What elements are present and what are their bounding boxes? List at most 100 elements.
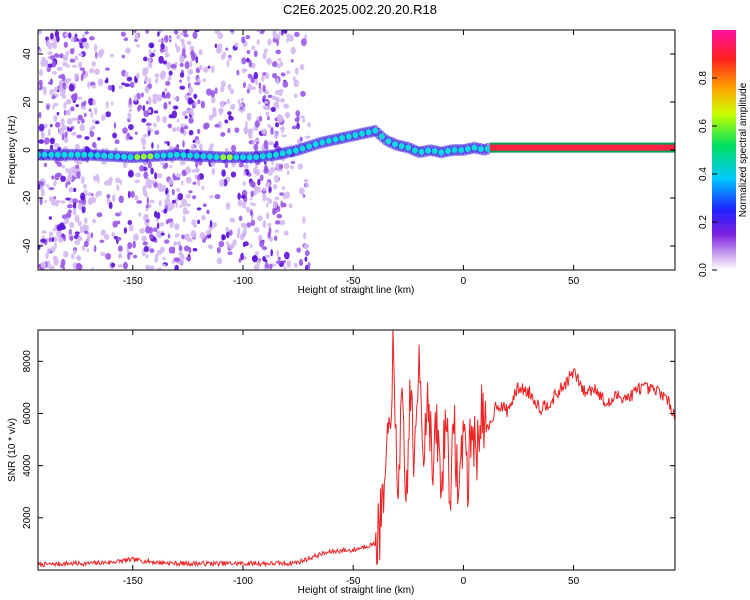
noise-speckle (241, 36, 246, 44)
noise-speckle (54, 173, 60, 181)
noise-speckle (202, 203, 207, 207)
noise-speckle (138, 212, 142, 217)
noise-speckle (147, 109, 152, 114)
noise-speckle (139, 228, 146, 234)
noise-speckle (51, 236, 55, 242)
noise-speckle (56, 224, 63, 232)
noise-speckle (271, 95, 277, 101)
noise-speckle (148, 245, 151, 250)
x-tick-label: 0 (461, 576, 467, 587)
noise-speckle (53, 257, 59, 266)
noise-speckle (68, 84, 75, 92)
noise-speckle (302, 194, 306, 198)
noise-speckle (72, 202, 77, 209)
noise-speckle (81, 205, 86, 214)
noise-speckle (122, 261, 128, 270)
noise-speckle (117, 264, 123, 268)
noise-speckle (78, 61, 83, 69)
noise-speckle (245, 120, 248, 129)
noise-speckle (159, 72, 166, 80)
noise-speckle (169, 165, 173, 169)
noise-speckle (280, 125, 285, 134)
noise-speckle (246, 222, 252, 228)
noise-speckle (240, 109, 245, 113)
noise-speckle (166, 61, 171, 70)
noise-speckle (230, 171, 237, 178)
noise-speckle (144, 192, 149, 198)
noise-speckle (256, 30, 262, 33)
noise-speckle (74, 73, 79, 77)
noise-speckle (240, 233, 245, 241)
noise-speckle (77, 236, 83, 241)
noise-speckle (65, 98, 72, 105)
noise-speckle (194, 167, 200, 173)
y-tick-label: 0 (22, 147, 33, 153)
noise-speckle (67, 168, 72, 177)
track-point (273, 151, 280, 158)
noise-speckle (38, 79, 43, 87)
noise-speckle (39, 69, 43, 77)
noise-speckle (47, 128, 51, 137)
track-point (114, 153, 121, 160)
noise-speckle (248, 85, 252, 92)
noise-speckle (121, 82, 126, 86)
noise-speckle (91, 141, 97, 149)
noise-speckle (276, 102, 279, 110)
noise-speckle (265, 111, 270, 117)
noise-speckle (199, 143, 203, 151)
noise-speckle (262, 193, 267, 202)
noise-speckle (61, 95, 67, 99)
track-point (484, 145, 491, 152)
noise-speckle (167, 218, 174, 223)
noise-speckle (214, 43, 218, 49)
noise-speckle (109, 53, 115, 58)
noise-speckle (293, 93, 298, 99)
noise-speckle (179, 72, 185, 78)
noise-speckle (245, 206, 251, 213)
noise-speckle (162, 263, 166, 267)
noise-speckle (60, 258, 66, 267)
noise-speckle (53, 198, 56, 206)
noise-speckle (143, 171, 149, 180)
colorbar-tick-label: 0.6 (698, 119, 709, 133)
noise-speckle (175, 201, 178, 208)
spectrogram-noise-layer (38, 30, 311, 270)
noise-speckle (61, 214, 68, 219)
noise-speckle (201, 214, 206, 221)
y-tick-label: -20 (22, 190, 33, 205)
noise-speckle (241, 57, 247, 65)
noise-speckle (167, 123, 173, 129)
noise-speckle (41, 57, 46, 62)
noise-speckle (88, 108, 92, 112)
noise-speckle (74, 231, 80, 235)
noise-speckle (77, 52, 84, 57)
noise-speckle (154, 172, 158, 180)
noise-speckle (164, 197, 171, 205)
noise-speckle (179, 55, 185, 63)
snr-y-axis: 2000 4000 6000 8000 (22, 350, 675, 529)
noise-speckle (218, 179, 225, 188)
noise-speckle (163, 102, 168, 110)
noise-speckle (201, 185, 205, 190)
track-point (167, 152, 174, 159)
noise-speckle (94, 120, 100, 125)
noise-speckle (165, 91, 171, 99)
noise-speckle (243, 255, 247, 261)
track-point (405, 144, 412, 151)
noise-speckle (209, 195, 214, 199)
noise-speckle (198, 49, 203, 56)
noise-speckle (263, 164, 269, 173)
noise-speckle (87, 192, 92, 197)
noise-speckle (160, 43, 165, 50)
noise-speckle (75, 262, 82, 270)
noise-speckle (272, 200, 278, 209)
noise-speckle (196, 174, 201, 181)
noise-speckle (254, 120, 260, 128)
noise-speckle (216, 257, 223, 265)
noise-speckle (278, 31, 282, 35)
noise-speckle (202, 66, 209, 73)
noise-speckle (162, 116, 167, 124)
noise-speckle (305, 264, 309, 270)
noise-speckle (164, 45, 169, 53)
noise-speckle (274, 33, 279, 40)
